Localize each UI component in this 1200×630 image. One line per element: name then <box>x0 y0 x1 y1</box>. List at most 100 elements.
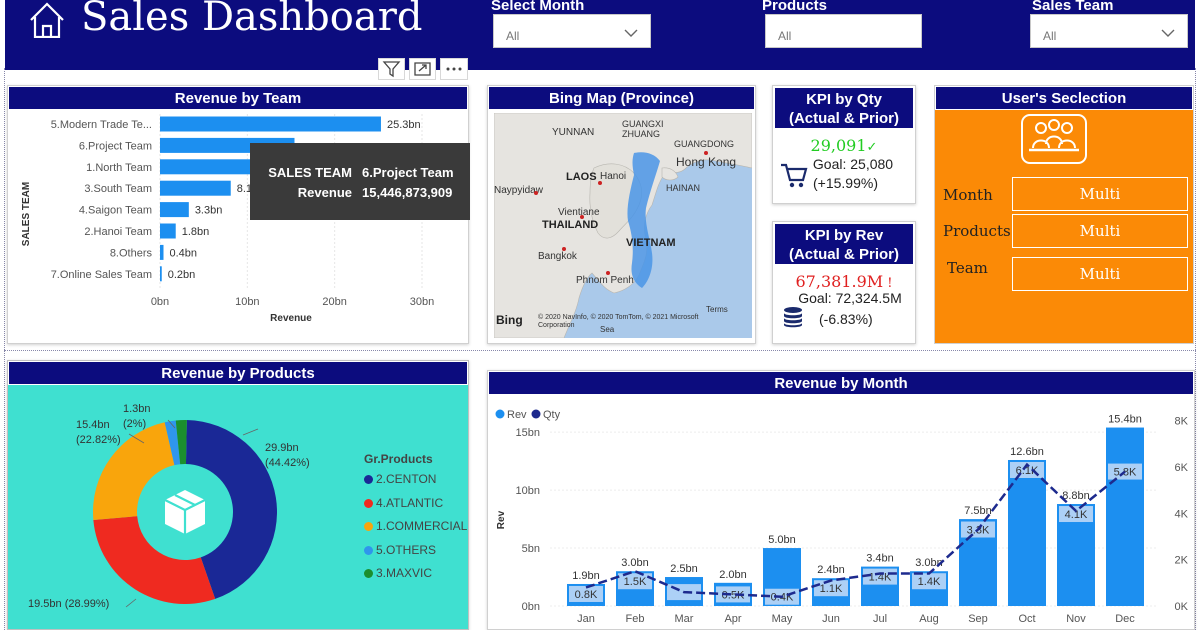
month-y-axis-title: Rev <box>496 510 507 529</box>
month-bar-label: 15.4bn <box>1108 414 1142 426</box>
revenue-by-products-panel[interactable]: Revenue by Products 29.9bn (44.42%) 19.5bn… <box>7 360 469 630</box>
more-options-button[interactable] <box>440 58 468 80</box>
revenue-by-month-chart[interactable]: Rev Qty 0bn 5bn 10bn 15bn 0K 2K 4K 6K 8K Rev 0.8K 1.9… <box>488 395 1194 630</box>
slicer-team-dropdown[interactable]: All <box>1030 14 1188 48</box>
slicer-team-label: Sales Team <box>1032 0 1114 14</box>
month-y-tick-left: 5bn <box>522 543 540 555</box>
month-bar-label: 2.0bn <box>719 569 747 581</box>
revenue-by-team-chart[interactable]: 0bn 10bn 20bn 30bn 5.Modern Trade Te... 25.3b… <box>8 110 468 343</box>
legend-dot <box>364 475 373 484</box>
kpi-qty-panel[interactable]: KPI by Qty (Actual & Prior) 29,091✓ Goal… <box>772 85 916 204</box>
product-slice-label: 1.3bn <box>123 403 151 415</box>
month-qty-label: 1.4K <box>918 576 941 588</box>
month-x-tick: Jun <box>822 613 840 625</box>
product-slice-label: 29.9bn <box>265 442 299 454</box>
legend-label: 2.CENTON <box>376 472 437 486</box>
kpi-qty-goal: Goal: 25,080 <box>812 156 894 172</box>
month-qty-label: 0.5K <box>722 589 745 601</box>
team-category-label: 2.Hanoi Team <box>84 226 152 238</box>
map-label-thailand: THAILAND <box>542 219 599 231</box>
map-label-phnompenh: Phnom Penh <box>576 275 634 286</box>
products-legend-item[interactable]: 4.ATLANTIC <box>364 496 443 510</box>
map-canvas[interactable]: YUNNAN GUANGXI ZHUANG GUANGDONG Hong Kon… <box>494 113 752 338</box>
month-x-tick: Jan <box>577 613 595 625</box>
map-label-hanoi: Hanoi <box>600 171 627 182</box>
map-label-guangdong: GUANGDONG <box>674 139 735 149</box>
month-qty-box <box>912 573 946 590</box>
product-slice[interactable] <box>164 420 181 466</box>
team-bar[interactable] <box>160 180 231 196</box>
legend-label: 3.MAXVIC <box>376 566 433 580</box>
team-bar[interactable] <box>160 266 162 282</box>
frame-line-mid <box>4 350 1196 351</box>
product-slice-pct-label: (22.82%) <box>76 434 121 446</box>
revenue-by-month-title: Revenue by Month <box>488 371 1194 395</box>
team-icon <box>1021 114 1087 164</box>
team-x-tick: 10bn <box>235 296 259 308</box>
products-legend-item[interactable]: 3.MAXVIC <box>364 566 432 580</box>
map-label-vietnam: VIETNAM <box>626 237 676 249</box>
leader-line <box>167 419 176 429</box>
product-slice[interactable] <box>93 516 216 604</box>
filter-button[interactable] <box>378 58 405 80</box>
kpi-rev-panel[interactable]: KPI by Rev (Actual & Prior) 67,381.9M ! … <box>772 221 916 344</box>
team-category-label: 6.Project Team <box>79 140 152 152</box>
map-city-dots <box>534 151 708 275</box>
map-terms-link[interactable]: Terms <box>706 305 728 314</box>
month-bar-label: 7.5bn <box>964 505 992 517</box>
product-slice[interactable] <box>175 420 187 465</box>
products-legend-item[interactable]: 5.OTHERS <box>364 543 436 557</box>
box-icon <box>164 490 206 534</box>
legend-label-qty: Qty <box>543 409 561 421</box>
home-icon[interactable] <box>27 0 67 38</box>
products-legend-item[interactable]: 1.COMMERCIAL <box>364 519 467 533</box>
map-label-naypyidaw: Naypyidaw <box>494 185 543 196</box>
month-y-tick-right: 4K <box>1175 508 1189 520</box>
legend-label: 4.ATLANTIC <box>376 495 444 510</box>
month-bar[interactable] <box>1106 427 1144 606</box>
month-x-tick: Jul <box>873 613 887 625</box>
product-slice-pct-label: (2%) <box>123 418 146 430</box>
products-legend-item[interactable]: 2.CENTON <box>364 472 436 486</box>
team-category-label: 8.Others <box>110 247 153 259</box>
kpi-qty-title: KPI by Qty (Actual & Prior) <box>775 88 913 128</box>
team-bar-label: 0.2bn <box>168 269 196 281</box>
slicer-month-value: All <box>506 29 520 43</box>
user-selection-panel[interactable]: User's Seclection Month Multi Products M… <box>934 85 1194 344</box>
kpi-rev-pct: (-6.83%) <box>819 311 873 327</box>
slicer-month-dropdown[interactable]: All <box>493 14 651 48</box>
product-slice[interactable] <box>185 420 278 599</box>
map-label-hongkong: Hong Kong <box>676 155 737 169</box>
product-slice-label: 15.4bn <box>76 419 110 431</box>
month-x-tick: Mar <box>675 613 694 625</box>
revenue-by-products-chart[interactable]: 29.9bn (44.42%) 19.5bn (28.99%) 15.4bn (22.8… <box>8 385 468 630</box>
month-bar-label: 5.0bn <box>768 534 796 546</box>
team-bar[interactable] <box>160 159 261 175</box>
qty-line[interactable] <box>585 462 1126 598</box>
slicer-products-dropdown[interactable]: All <box>765 14 922 48</box>
slicer-month-label: Select Month <box>491 0 585 14</box>
legend-dot <box>364 569 373 578</box>
cart-icon <box>781 163 808 188</box>
dashboard-header: Sales Dashboard Select Month All Product… <box>5 0 1195 70</box>
month-x-tick: Sep <box>968 613 988 625</box>
coins-icon <box>784 307 802 328</box>
focus-mode-button[interactable] <box>409 58 436 80</box>
legend-dot-rev <box>495 409 505 419</box>
kpi-qty-title-line2: (Actual & Prior) <box>788 110 899 127</box>
legend-label: 1.COMMERCIAL <box>376 519 468 533</box>
filter-icon <box>382 61 401 78</box>
month-x-tick: Oct <box>1018 613 1035 625</box>
month-qty-box <box>569 585 603 602</box>
team-bar[interactable] <box>160 116 381 132</box>
team-bar[interactable] <box>160 202 189 218</box>
tooltip-key-revenue: Revenue <box>297 185 352 200</box>
month-bar[interactable] <box>1008 459 1046 606</box>
month-qty-label: 1.5K <box>624 576 647 588</box>
team-bar[interactable] <box>160 223 176 239</box>
month-bar-label: 12.6bn <box>1010 446 1044 458</box>
team-bar[interactable] <box>160 244 164 260</box>
product-slice[interactable] <box>93 422 175 521</box>
month-bar-label: 3.0bn <box>621 557 649 569</box>
revenue-by-month-panel[interactable]: Revenue by Month Rev Qty 0bn 5bn 10bn 15bn 0K 2… <box>487 370 1195 630</box>
